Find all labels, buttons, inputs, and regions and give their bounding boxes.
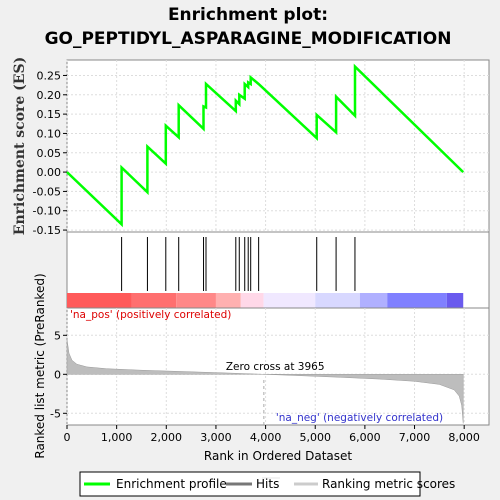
ranked-grid	[66, 308, 489, 425]
legend-hits: Hits	[256, 477, 279, 491]
es-tick-label: -0.15	[33, 224, 61, 237]
es-y-ticks: -0.15 -0.10 -0.05 0.00 0.05 0.10 0.15 0.20 0.25	[33, 69, 67, 237]
heat-bar-segment	[131, 293, 177, 308]
heat-bar-segment	[67, 293, 132, 308]
ranking-metric-area	[66, 339, 464, 424]
x-tick-label: 8,000	[448, 431, 480, 444]
enrichment-profile-line	[66, 63, 465, 228]
ranked-tick-label: 0	[54, 368, 61, 381]
es-grid	[66, 60, 489, 232]
title-line-2: GO_PEPTIDYL_ASPARAGINE_MODIFICATION	[45, 29, 452, 49]
es-tick-label: 0.05	[37, 147, 62, 160]
ranked-plot-area	[66, 307, 490, 426]
positive-correlation-label: 'na_pos' (positively correlated)	[70, 309, 231, 321]
heat-bar-segment	[176, 293, 216, 308]
legend-ranking-metric-scores: Ranking metric scores	[322, 477, 455, 491]
es-tick-label: 0.25	[37, 69, 62, 82]
ranked-y-axis-label: Ranked list metric (PreRanked)	[33, 273, 47, 458]
ranking-heat-bar	[67, 293, 464, 308]
x-tick-label: 1,000	[101, 431, 133, 444]
ranked-tick-label: -5	[50, 407, 61, 420]
zero-cross-label: Zero cross at 3965	[226, 361, 325, 373]
es-y-axis-label: Enrichment score (ES)	[12, 57, 28, 235]
hits-panel	[66, 231, 490, 309]
legend: Enrichment profile Hits Ranking metric s…	[79, 471, 455, 497]
heat-bar-segment	[359, 293, 388, 308]
heat-bar-segment	[446, 293, 464, 308]
es-plot-area	[66, 59, 490, 233]
hit-lines	[121, 237, 356, 291]
ranked-tick-label: 5	[54, 329, 61, 342]
es-tick-label: 0.20	[37, 89, 62, 102]
x-tick-label: 3,000	[200, 431, 232, 444]
x-tick-label: 0	[64, 431, 71, 444]
negative-correlation-label: 'na_neg' (negatively correlated)	[276, 412, 443, 424]
legend-enrichment-profile: Enrichment profile	[116, 477, 227, 491]
heat-bar-segment	[215, 293, 241, 308]
ranked-metric-panel: -505 'na_pos' (positively correlated) 'n…	[33, 273, 490, 459]
ranked-y-ticks: -5 0 5	[50, 329, 67, 420]
x-tick-label: 7,000	[399, 431, 431, 444]
heat-bar-segment	[315, 293, 360, 308]
es-tick-label: -0.05	[33, 185, 61, 198]
es-tick-label: 0.10	[37, 127, 62, 140]
x-tick-label: 6,000	[349, 431, 381, 444]
es-tick-label: 0.00	[37, 166, 62, 179]
x-tick-label: 2,000	[151, 431, 183, 444]
heat-bar-segment	[263, 293, 316, 308]
es-tick-label: -0.10	[33, 205, 61, 218]
heat-bar-segment	[387, 293, 447, 308]
es-tick-label: 0.15	[37, 108, 62, 121]
title-line-1: Enrichment plot:	[168, 5, 328, 25]
heat-bar-segment	[240, 293, 264, 308]
x-tick-label: 4,000	[250, 431, 282, 444]
x-tick-label: 5,000	[299, 431, 331, 444]
x-axis-ticks: 0 1,000 2,000 3,000 4,000 5,000 6,000 7,000 8,00…	[64, 425, 480, 444]
x-axis-label: Rank in Ordered Dataset	[204, 449, 352, 463]
es-panel: -0.15-0.10-0.050.000.050.100.150.200.25 …	[12, 57, 490, 237]
